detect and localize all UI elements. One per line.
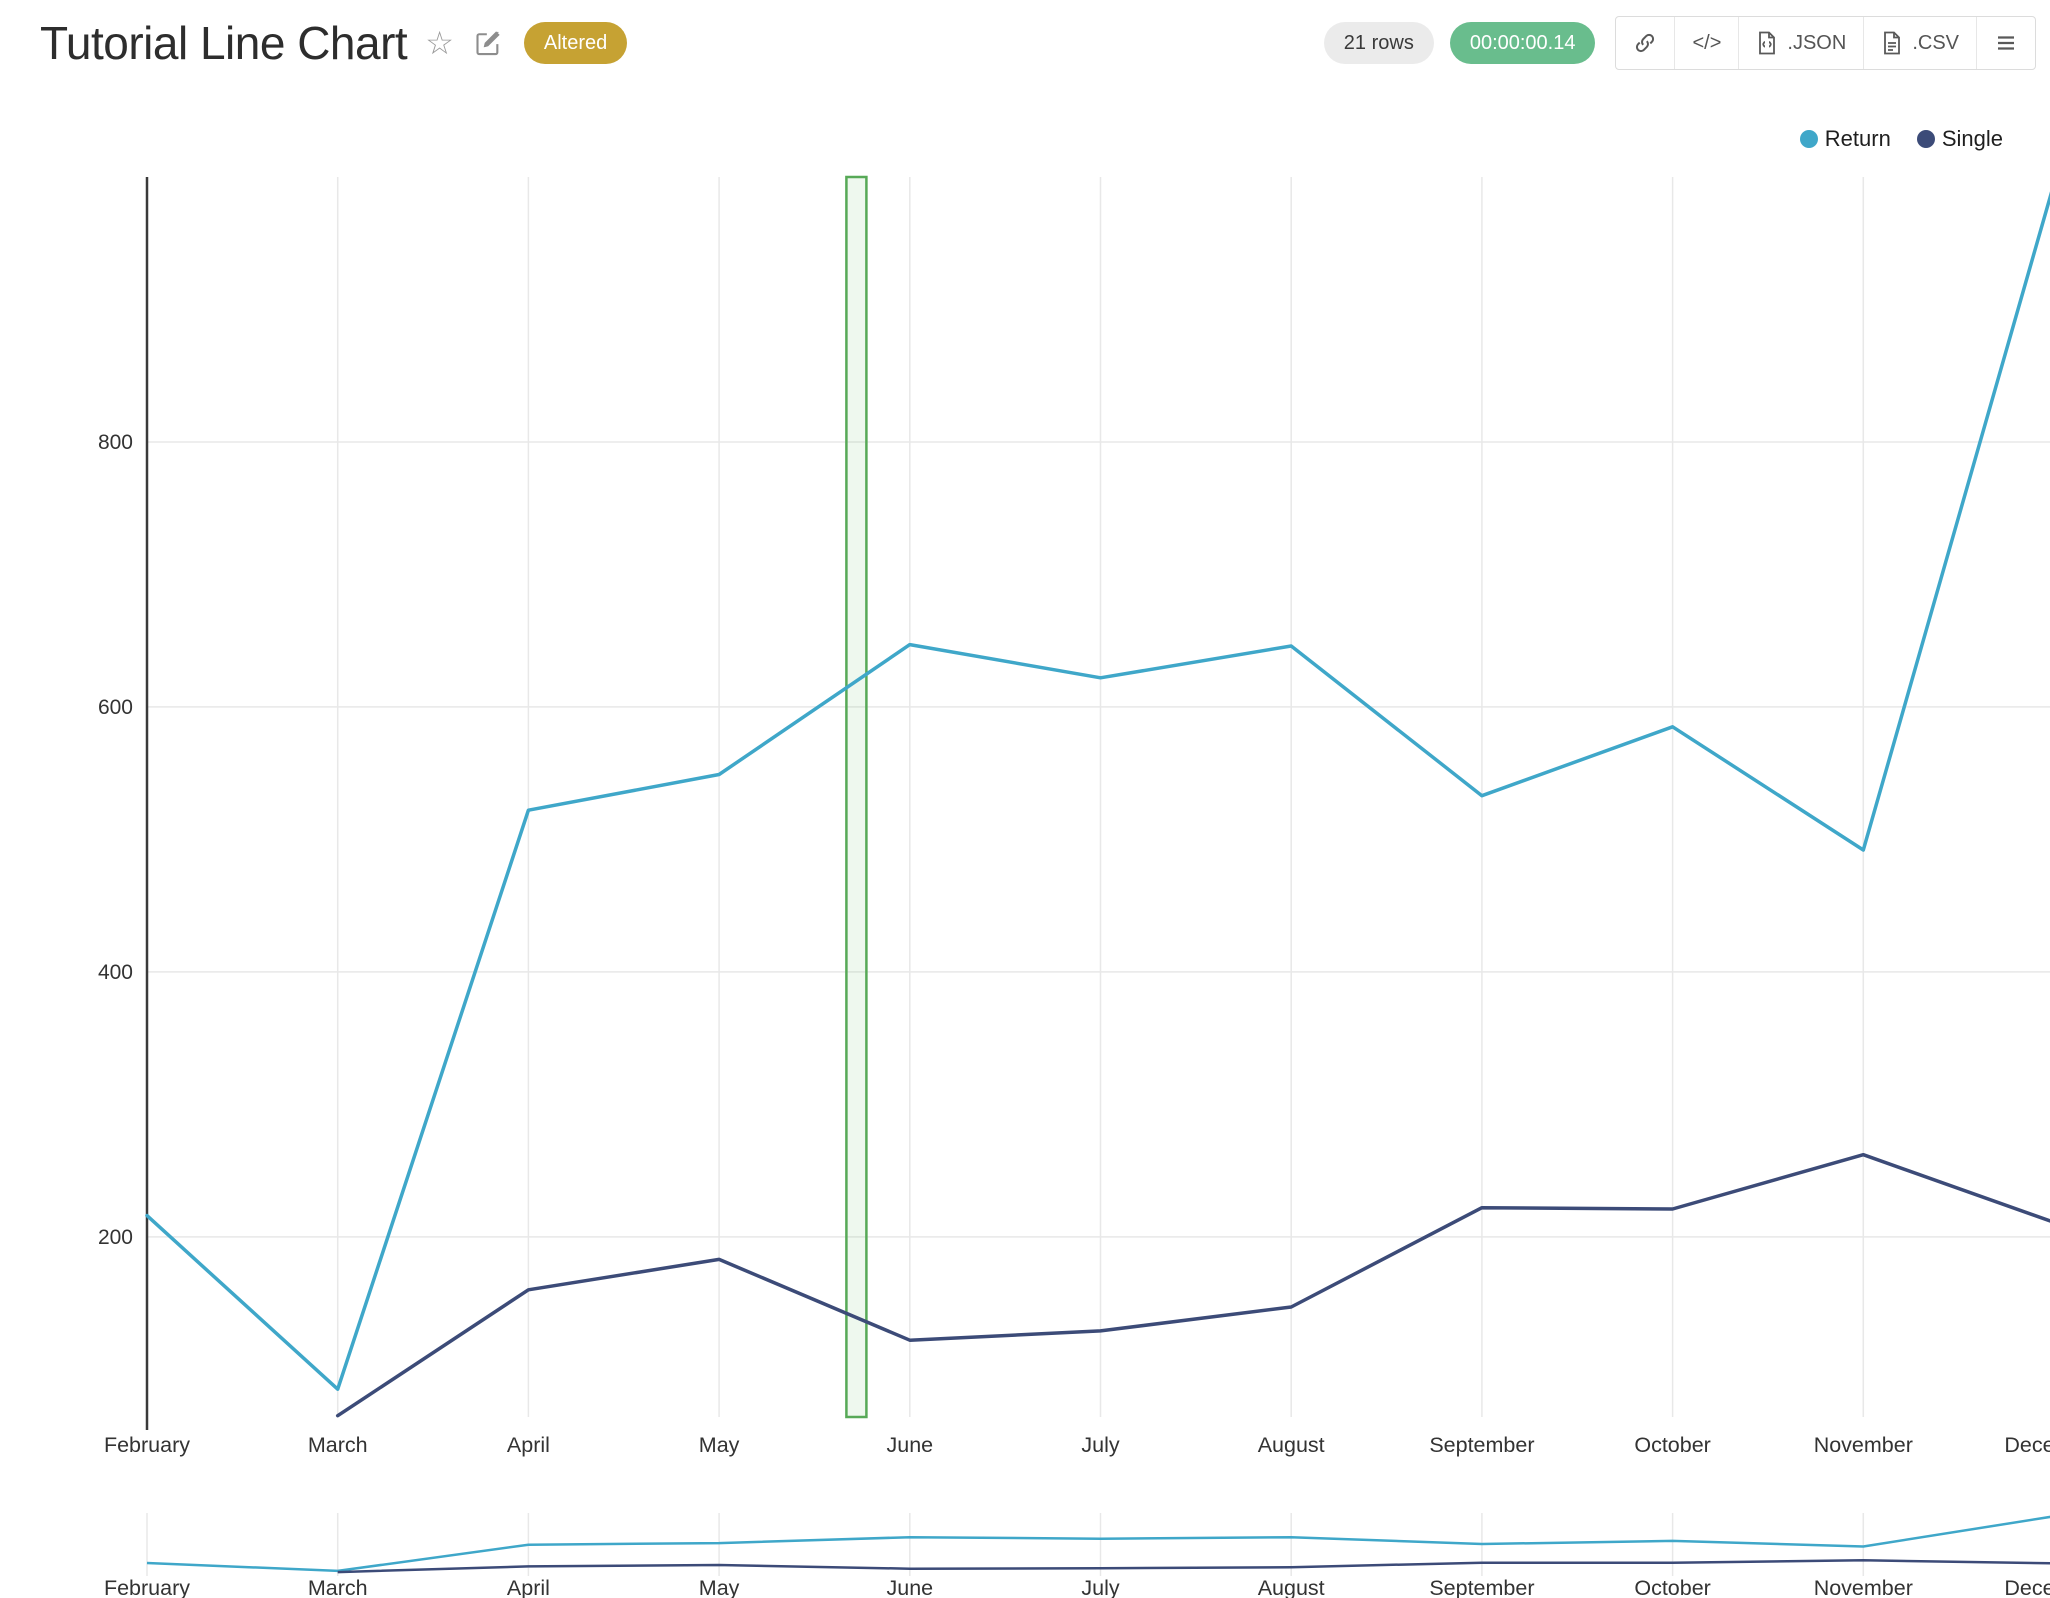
- y-tick-label: 800: [98, 431, 133, 454]
- legend-item-return[interactable]: Return: [1799, 126, 1891, 152]
- link-button[interactable]: [1616, 17, 1674, 69]
- export-button-group: </> .JSON .CSV: [1615, 16, 2036, 70]
- x-tick-label: February: [104, 1433, 190, 1457]
- range-x-tick-label: October: [1634, 1576, 1710, 1598]
- y-tick-label: 200: [98, 1226, 133, 1249]
- menu-icon: [1998, 36, 2014, 50]
- range-x-tick-label: August: [1258, 1576, 1325, 1598]
- download-csv-button[interactable]: .CSV: [1863, 17, 1976, 69]
- x-tick-label: April: [507, 1433, 550, 1457]
- range-x-tick-label: March: [308, 1576, 368, 1598]
- x-tick-label: August: [1258, 1433, 1325, 1457]
- x-tick-label: October: [1634, 1433, 1710, 1457]
- x-tick-label: September: [1429, 1433, 1534, 1457]
- x-tick-label: November: [1814, 1433, 1913, 1457]
- range-x-tick-label: December: [2004, 1576, 2050, 1598]
- range-x-tick-label: April: [507, 1576, 550, 1598]
- highlight-band[interactable]: [845, 175, 868, 1419]
- x-tick-label: July: [1081, 1433, 1119, 1457]
- toolbar: Tutorial Line Chart ☆ Altered 21 rows 00…: [40, 16, 2036, 70]
- range-x-tick-label: September: [1429, 1576, 1534, 1598]
- csv-file-icon: [1884, 31, 1901, 55]
- range-x-tick-label: November: [1814, 1576, 1913, 1598]
- series-line-return[interactable]: [145, 184, 2050, 1391]
- range-series-line-return[interactable]: [146, 1515, 2050, 1573]
- page-title: Tutorial Line Chart: [40, 17, 408, 69]
- json-file-icon: [1759, 31, 1776, 55]
- legend-dot-return: [1799, 130, 1818, 148]
- embed-button[interactable]: </>: [1674, 17, 1738, 69]
- json-button-label: .JSON: [1787, 31, 1847, 54]
- y-tick-label: 600: [98, 696, 133, 719]
- download-json-button[interactable]: .JSON: [1738, 17, 1863, 69]
- range-x-tick-label: July: [1081, 1576, 1119, 1598]
- range-x-tick-label: June: [886, 1576, 933, 1598]
- range-x-tick-label: May: [699, 1576, 740, 1598]
- link-icon: [1636, 33, 1655, 53]
- embed-code-icon: </>: [1692, 31, 1722, 54]
- row-count-badge: 21 rows: [1323, 22, 1434, 64]
- chart-legend: Return Single: [1799, 126, 2003, 152]
- y-tick-label: 400: [98, 961, 133, 984]
- x-tick-label: June: [886, 1433, 933, 1457]
- status-badge: Altered: [523, 22, 628, 64]
- x-tick-label: March: [308, 1433, 368, 1457]
- favorite-star-icon[interactable]: ☆: [425, 25, 454, 61]
- legend-label-single: Single: [1941, 126, 2003, 151]
- csv-button-label: .CSV: [1912, 31, 1959, 54]
- legend-dot-single: [1916, 130, 1935, 148]
- range-series-line-single[interactable]: [337, 1559, 2050, 1574]
- legend-label-return: Return: [1824, 126, 1891, 151]
- range-x-tick-label: February: [104, 1576, 190, 1598]
- edit-pencil-square-icon: [476, 31, 500, 56]
- legend-item-single[interactable]: Single: [1916, 126, 2003, 152]
- series-line-single[interactable]: [335, 1152, 2050, 1418]
- duration-badge: 00:00:00.14: [1449, 22, 1596, 64]
- edit-icon[interactable]: [472, 29, 504, 57]
- menu-button[interactable]: [1976, 17, 2035, 69]
- x-tick-label: December: [2004, 1433, 2050, 1457]
- x-tick-label: May: [699, 1433, 740, 1457]
